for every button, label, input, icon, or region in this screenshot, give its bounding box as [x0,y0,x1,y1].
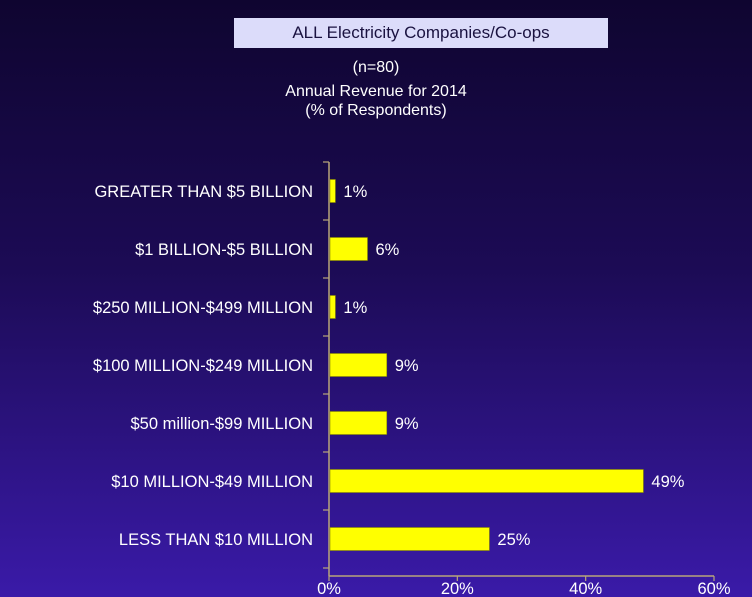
data-label: 9% [395,357,419,375]
bar [329,411,388,435]
bar [329,295,336,319]
category-label: $50 million-$99 MILLION [131,415,314,433]
x-tick-label: 60% [697,580,730,597]
x-tick-label: 20% [441,580,474,597]
category-label: $1 BILLION-$5 BILLION [135,241,313,259]
bar [329,469,644,493]
plot-area: GREATER THAN $5 BILLION 1% $1 BILLION-$5 B… [93,161,731,597]
category-label: $10 MILLION-$49 MILLION [111,473,313,491]
data-label: 25% [497,531,530,549]
sample-size-label: (n=80) [352,59,400,76]
category-label: $100 MILLION-$249 MILLION [93,357,313,375]
x-tick-label: 40% [569,580,602,597]
data-label: 9% [395,415,419,433]
data-label: 1% [343,183,367,201]
chart-title-box: ALL Electricity Companies/Co-ops [234,18,608,48]
bar [329,237,368,261]
data-label: 49% [651,473,684,491]
data-label: 6% [376,241,400,259]
chart-subtitle-line1: Annual Revenue for 2014 [285,83,467,100]
x-tick-label: 0% [317,580,341,597]
bar [329,527,490,551]
bar [329,179,336,203]
category-label: GREATER THAN $5 BILLION [94,183,313,201]
bar [329,353,388,377]
chart-subtitle-line2: (% of Respondents) [305,102,447,119]
data-label: 1% [343,299,367,317]
category-label: LESS THAN $10 MILLION [119,531,313,549]
category-label: $250 MILLION-$499 MILLION [93,299,313,317]
